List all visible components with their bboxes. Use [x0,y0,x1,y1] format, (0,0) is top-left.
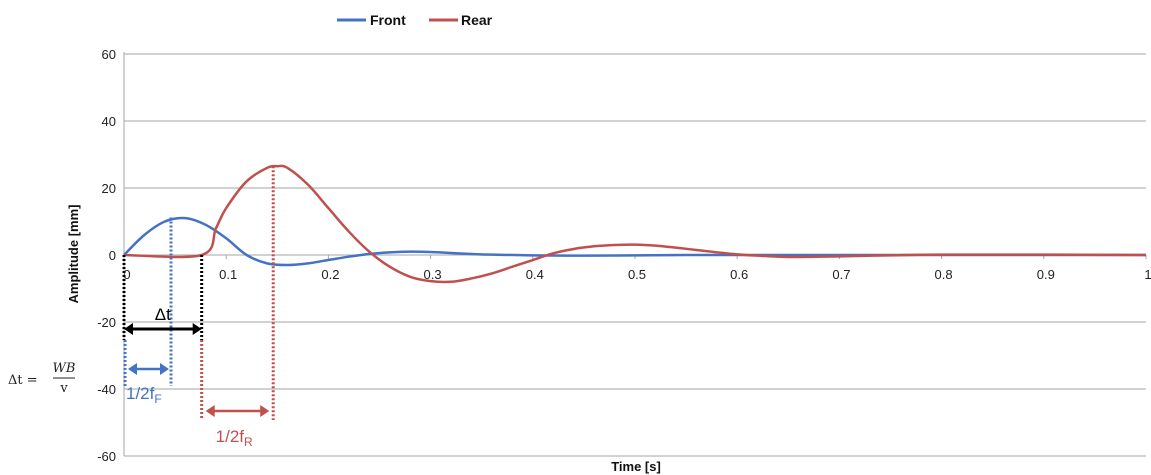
rear-subscript: R [244,435,253,449]
x-tick-label: 0.2 [321,267,339,282]
delta-t-arrow-head-left [124,323,133,335]
front-subscript: F [154,392,161,406]
x-tick-label: 0.8 [935,267,953,282]
y-tick-label: -60 [97,449,116,464]
rear-half-period-arrow [205,405,270,417]
front-half-period-arrow-head-left [128,363,137,375]
delta-t-arrow [124,323,202,335]
legend-rear-label: Rear [461,12,493,28]
y-tick-label: 60 [102,47,116,62]
rear-half-period-arrow-head-left [205,405,215,417]
front-half-period-arrow-head-right [160,363,170,375]
x-tick-label: 0.7 [832,267,850,282]
formula-denominator: v [59,381,68,396]
y-tick-label: 40 [102,114,116,129]
front-half-period-label: 1/2fF [126,384,162,406]
y-tick-label: 0 [109,248,116,263]
y-axis-title: Amplitude [mm] [66,205,81,304]
x-tick-label: 1 [1144,267,1151,282]
y-tick-label: 20 [102,181,116,196]
rear-half-period-label: 1/2fR [216,427,253,449]
y-tick-label: -40 [97,382,116,397]
legend-front-label: Front [370,12,406,28]
delta-t-label: Δt [155,305,171,324]
x-tick-label: 0.1 [219,267,237,282]
series-layer [123,164,1147,284]
series-rear-line [123,164,1147,284]
x-tick-label: 0.3 [424,267,442,282]
x-tick-labels: 0 0.1 0.2 0.3 0.4 0.5 0.6 0.7 0.8 0.9 1 [123,255,1151,282]
x-tick-label: 0.4 [526,267,544,282]
x-tick-label: 0.6 [730,267,748,282]
formula-lhs: Δt = [8,373,38,388]
x-tick-label: 0 [123,267,130,282]
legend: Front Rear [337,12,493,28]
y-tick-label: -20 [97,315,116,330]
annotations: Δt 1/2fF 1/2fR [122,166,275,449]
x-tick-label: 0.5 [628,267,646,282]
formula-numerator: WB [53,361,76,376]
delta-t-arrow-head-right [192,323,202,335]
series-front-line [123,216,1146,267]
x-axis-title: Time [s] [611,459,661,474]
x-tick-label: 0.9 [1037,267,1055,282]
y-tick-labels: 60 40 20 0 -20 -40 -60 [97,47,116,464]
rear-half-period-arrow-head-right [260,405,270,417]
front-half-period-arrow [128,363,170,375]
delta-t-formula: Δt = WB v [8,361,75,396]
